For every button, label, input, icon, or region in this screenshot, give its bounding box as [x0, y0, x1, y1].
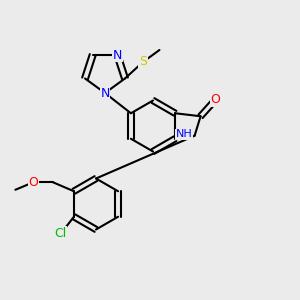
- Text: O: O: [28, 176, 38, 189]
- Text: NH: NH: [176, 129, 193, 139]
- Text: O: O: [211, 93, 220, 106]
- Text: N: N: [113, 49, 122, 62]
- Text: N: N: [100, 86, 110, 100]
- Text: Cl: Cl: [54, 227, 67, 240]
- Text: S: S: [139, 56, 147, 68]
